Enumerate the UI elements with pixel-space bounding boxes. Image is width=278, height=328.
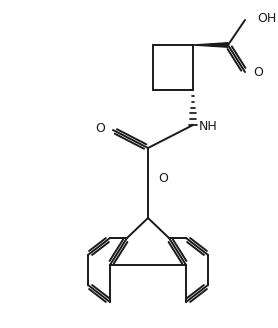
Polygon shape bbox=[193, 43, 228, 47]
Text: NH: NH bbox=[199, 120, 218, 133]
Text: O: O bbox=[158, 172, 168, 184]
Text: O: O bbox=[95, 121, 105, 134]
Text: O: O bbox=[253, 66, 263, 78]
Text: OH: OH bbox=[257, 11, 276, 25]
